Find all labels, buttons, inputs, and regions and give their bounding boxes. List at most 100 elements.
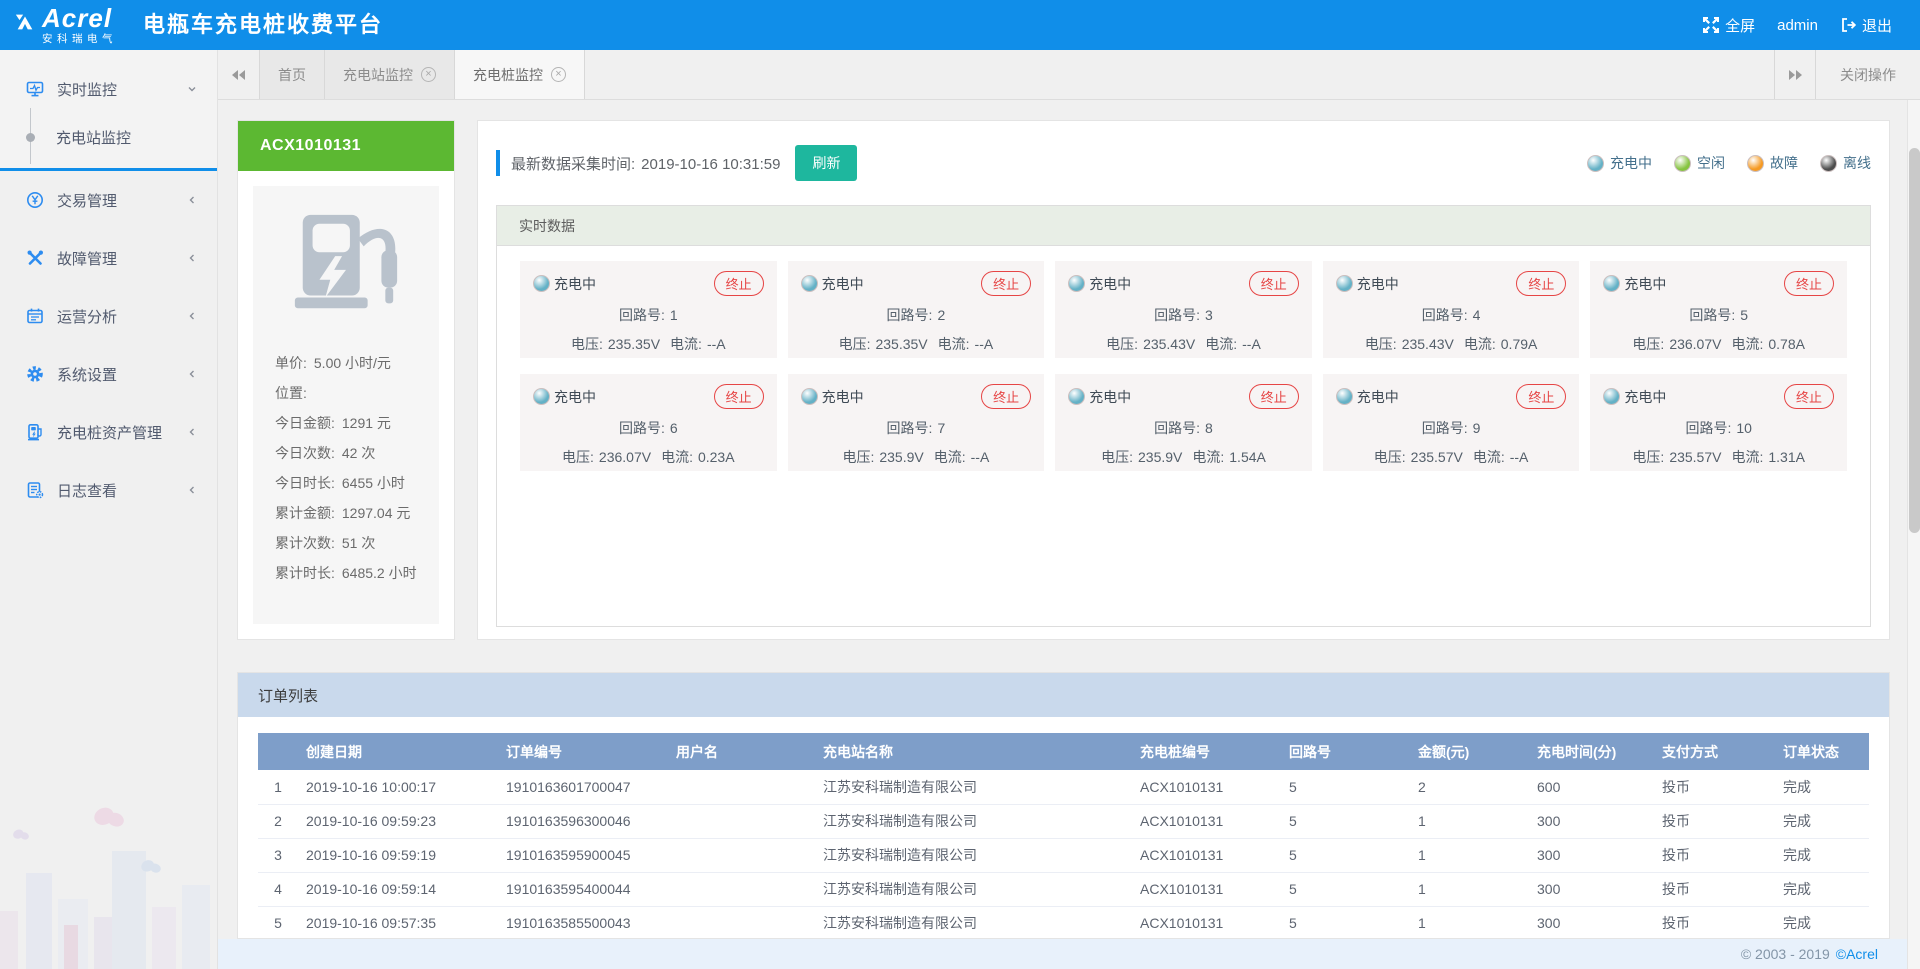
sidebar-item-analysis[interactable]: 运营分析 (0, 287, 217, 345)
circuit-value: 10 (1736, 420, 1752, 436)
scrollbar-thumb[interactable] (1909, 148, 1920, 533)
circuit-label: 回路号: (1689, 307, 1735, 323)
col-header: 充电时间(分) (1529, 733, 1654, 770)
close-tab-icon[interactable]: × (551, 67, 566, 82)
tab-label: 充电桩监控 (473, 65, 543, 85)
stat-today-duration: 今日时长:6455 小时 (275, 468, 429, 498)
legend-orb-icon (1674, 155, 1691, 172)
gear-icon (26, 365, 44, 383)
terminate-button[interactable]: 终止 (1249, 384, 1299, 409)
close-operations-button[interactable]: 关闭操作 (1816, 50, 1920, 99)
circuit-label: 回路号: (1422, 307, 1468, 323)
tabs-scroll-left-button[interactable] (218, 50, 260, 99)
terminate-button[interactable]: 终止 (1516, 384, 1566, 409)
status-orb-icon (533, 388, 550, 405)
sidebar-item-faults[interactable]: 故障管理 (0, 229, 217, 287)
circuit-label: 回路号: (619, 307, 665, 323)
col-header: 金额(元) (1410, 733, 1529, 770)
current-label: 电流: (934, 449, 966, 465)
chevron-left-icon (187, 253, 197, 263)
current-value: --A (1242, 336, 1261, 352)
terminate-button[interactable]: 终止 (1784, 384, 1834, 409)
sidebar-item-logs[interactable]: 日志查看 (0, 461, 217, 519)
vertical-scrollbar[interactable] (1907, 100, 1920, 969)
username: admin (1777, 17, 1818, 34)
col-header: 充电站名称 (815, 733, 1132, 770)
sidebar-item-pile-assets[interactable]: 充电桩资产管理 (0, 403, 217, 461)
circuit-value: 5 (1740, 307, 1748, 323)
voltage-current-line: 电压:235.57V电流:--A (1336, 447, 1567, 467)
terminate-button[interactable]: 终止 (1249, 271, 1299, 296)
voltage-label: 电压: (842, 449, 874, 465)
order-row: 12019-10-16 10:00:171910163601700047江苏安科… (258, 770, 1869, 804)
order-cell: ACX1010131 (1132, 906, 1281, 939)
tab-home[interactable]: 首页 (260, 50, 325, 99)
device-stats: 单价:5.00 小时/元 位置: 今日金额:1291 元 今日次数:42 次 今… (253, 348, 439, 588)
order-cell: 江苏安科瑞制造有限公司 (815, 872, 1132, 906)
channel-card: 充电中 终止 回路号:8 电压:235.9V电流:1.54A (1055, 374, 1312, 471)
legend-label: 离线 (1843, 153, 1871, 173)
tab-station-monitor[interactable]: 充电站监控 × (325, 50, 455, 99)
voltage-current-line: 电压:235.9V电流:--A (801, 447, 1032, 467)
circuit-value: 9 (1473, 420, 1481, 436)
channel-grid: 充电中 终止 回路号:1 电压:235.35V电流:--A 充电中 终止 回路号… (497, 246, 1870, 486)
voltage-current-line: 电压:235.43V电流:--A (1068, 334, 1299, 354)
channel-status-label: 充电中 (1357, 274, 1399, 294)
bullet-dot-icon (26, 133, 35, 142)
terminate-button[interactable]: 终止 (714, 271, 764, 296)
fullscreen-button[interactable]: 全屏 (1697, 15, 1761, 36)
circuit-value: 7 (937, 420, 945, 436)
stat-today-amount: 今日金额:1291 元 (275, 408, 429, 438)
terminate-button[interactable]: 终止 (981, 384, 1031, 409)
stat-total-count: 累计次数:51 次 (275, 528, 429, 558)
current-value: --A (707, 336, 726, 352)
channel-status-label: 充电中 (554, 274, 596, 294)
tabs-scroll-right-button[interactable] (1774, 50, 1816, 99)
channel-card: 充电中 终止 回路号: 5 电压:236.07V电流:0.78A (1590, 261, 1847, 358)
col-header: 创建日期 (298, 733, 498, 770)
user-menu[interactable]: admin (1771, 17, 1824, 34)
voltage-current-line: 电压:235.43V电流:0.79A (1336, 334, 1567, 354)
circuit-value: 3 (1205, 307, 1213, 323)
current-label: 电流: (1731, 449, 1763, 465)
tab-pile-monitor[interactable]: 充电桩监控 × (455, 50, 585, 99)
sidebar-item-realtime-monitor[interactable]: 实时监控 (0, 72, 217, 106)
sidebar-item-transactions[interactable]: 交易管理 (0, 171, 217, 229)
terminate-button[interactable]: 终止 (981, 271, 1031, 296)
order-cell: 2019-10-16 09:59:23 (298, 804, 498, 838)
close-tab-icon[interactable]: × (421, 67, 436, 82)
order-cell: ACX1010131 (1132, 838, 1281, 872)
status-orb-icon (533, 275, 550, 292)
channel-status-label: 充电中 (822, 387, 864, 407)
order-cell: 江苏安科瑞制造有限公司 (815, 804, 1132, 838)
voltage-value: 235.9V (879, 449, 923, 465)
order-cell: ACX1010131 (1132, 770, 1281, 804)
channel-status-label: 充电中 (1624, 274, 1666, 294)
voltage-current-line: 电压:236.07V电流:0.78A (1603, 334, 1834, 354)
terminate-button[interactable]: 终止 (1784, 271, 1834, 296)
voltage-value: 235.35V (875, 336, 927, 352)
col-header: 回路号 (1281, 733, 1410, 770)
info-bar: 最新数据采集时间:2019-10-16 10:31:59 刷新 充电中 空闲 故… (478, 121, 1889, 205)
sidebar-item-station-monitor[interactable]: 充电站监控 (0, 106, 217, 168)
logo-subtext: 安科瑞电气 (42, 34, 117, 45)
channel-status-label: 充电中 (822, 274, 864, 294)
current-value: --A (1510, 449, 1529, 465)
terminate-button[interactable]: 终止 (1516, 271, 1566, 296)
current-label: 电流: (1192, 449, 1224, 465)
circuit-label: 回路号: (1154, 307, 1200, 323)
order-cell: 2 (258, 804, 298, 838)
brand-link[interactable]: ©Acrel (1836, 946, 1878, 962)
chevron-down-icon (187, 84, 197, 94)
refresh-button[interactable]: 刷新 (795, 145, 857, 181)
terminate-button[interactable]: 终止 (714, 384, 764, 409)
device-id-header: ACX1010131 (238, 121, 454, 171)
order-cell: 5 (1281, 804, 1410, 838)
logout-button[interactable]: 退出 (1834, 15, 1898, 36)
order-cell: 1910163585500043 (498, 906, 668, 939)
status-orb-icon (1068, 275, 1085, 292)
circuit-line: 回路号:8 (1068, 418, 1299, 438)
order-cell: 2019-10-16 09:59:14 (298, 872, 498, 906)
sidebar-item-settings[interactable]: 系统设置 (0, 345, 217, 403)
stat-today-count: 今日次数:42 次 (275, 438, 429, 468)
